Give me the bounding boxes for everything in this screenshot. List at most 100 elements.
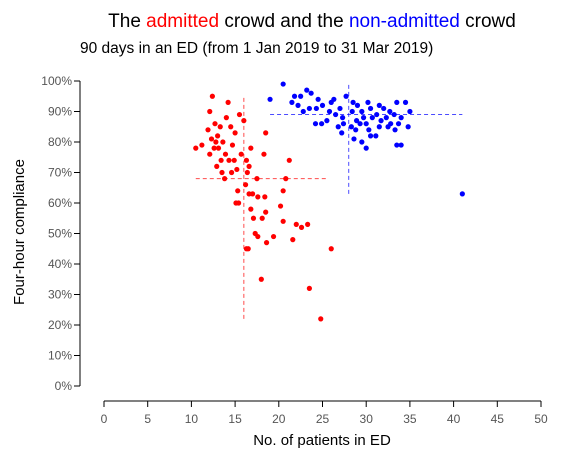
data-point (262, 194, 268, 200)
data-point (215, 145, 222, 151)
data-point (217, 124, 223, 130)
x-tick-label: 35 (403, 412, 417, 426)
data-point (324, 118, 330, 124)
data-point (244, 169, 250, 176)
data-point (376, 124, 382, 130)
data-point (359, 108, 365, 115)
y-tick-label: 90% (48, 105, 72, 119)
data-point (387, 108, 393, 115)
data-point (255, 194, 261, 200)
data-point (283, 176, 289, 182)
x-tick-label: 15 (228, 412, 242, 426)
data-point (319, 121, 325, 127)
data-point (234, 166, 240, 173)
data-point (348, 124, 354, 130)
title-middle: crowd and the (219, 11, 349, 32)
data-point (286, 157, 292, 163)
data-point (367, 133, 374, 139)
x-tick-label: 10 (185, 412, 199, 426)
y-tick-label: 60% (48, 196, 72, 210)
x-tick-label: 25 (316, 412, 330, 426)
x-tick-label: 45 (491, 412, 505, 426)
data-point (245, 246, 251, 252)
data-point (306, 285, 312, 291)
data-point (228, 124, 234, 130)
data-point (231, 157, 237, 163)
data-point (351, 136, 357, 142)
data-point (343, 93, 349, 99)
data-point (293, 221, 299, 227)
data-point (280, 81, 286, 87)
title-prefix: The (108, 11, 146, 32)
data-point (225, 99, 231, 105)
data-point (223, 115, 229, 121)
data-point (407, 108, 413, 115)
data-point (360, 115, 367, 121)
x-tick-label: 50 (534, 412, 548, 426)
data-point (248, 145, 254, 151)
data-point (350, 99, 356, 105)
y-tick-label: 70% (48, 166, 72, 180)
data-point (229, 169, 235, 176)
data-point (199, 142, 205, 148)
data-point (208, 136, 215, 142)
data-point (243, 157, 250, 163)
data-point (394, 99, 400, 105)
data-point (376, 102, 382, 108)
y-tick-label: 10% (48, 349, 72, 363)
data-point (374, 111, 380, 118)
data-point (349, 108, 355, 115)
data-point (405, 124, 411, 130)
data-point (205, 127, 211, 133)
data-point (306, 105, 312, 112)
data-point (263, 240, 270, 246)
data-point (212, 121, 218, 127)
data-point (193, 145, 199, 151)
data-point (280, 188, 286, 194)
data-point (209, 93, 215, 99)
data-point (354, 102, 361, 108)
data-point (263, 209, 269, 215)
data-point (340, 121, 347, 127)
data-point (369, 115, 375, 121)
data-point (261, 151, 267, 157)
x-axis: 0 5 10 15 20 25 30 35 40 45 50 (101, 400, 548, 426)
data-point (259, 215, 265, 221)
y-tick-label: 20% (48, 318, 72, 332)
data-point (215, 133, 221, 139)
data-points (193, 81, 465, 322)
data-point (295, 102, 301, 108)
x-tick-label: 0 (101, 412, 108, 426)
data-point (459, 191, 465, 197)
data-point (340, 115, 346, 121)
data-point (326, 108, 333, 115)
data-point (383, 115, 389, 121)
data-point (353, 127, 359, 133)
data-point (328, 246, 334, 252)
data-point (238, 151, 244, 157)
data-point (242, 182, 249, 188)
data-point (359, 139, 365, 145)
x-axis-title: No. of patients in ED (253, 432, 391, 449)
y-axis: 0% 10% 20% 30% 40% 50% 60% 70% 80% 90% 100% (41, 74, 81, 393)
data-point (222, 151, 229, 157)
data-point (248, 206, 254, 212)
data-point (289, 99, 295, 105)
data-point (365, 99, 371, 105)
data-point (339, 130, 345, 136)
data-point (235, 200, 242, 206)
title-admitted: admitted (146, 11, 219, 32)
data-point (254, 176, 260, 182)
data-point (305, 221, 311, 227)
chart-title: The admitted crowd and the non-admitted … (108, 11, 516, 32)
x-tick-label: 5 (144, 412, 151, 426)
data-point (250, 215, 257, 221)
data-point (220, 139, 226, 145)
data-point (207, 151, 213, 157)
data-point (391, 111, 397, 118)
data-point (304, 87, 310, 93)
data-point (241, 118, 247, 124)
data-point (335, 124, 341, 130)
data-point (357, 121, 363, 127)
